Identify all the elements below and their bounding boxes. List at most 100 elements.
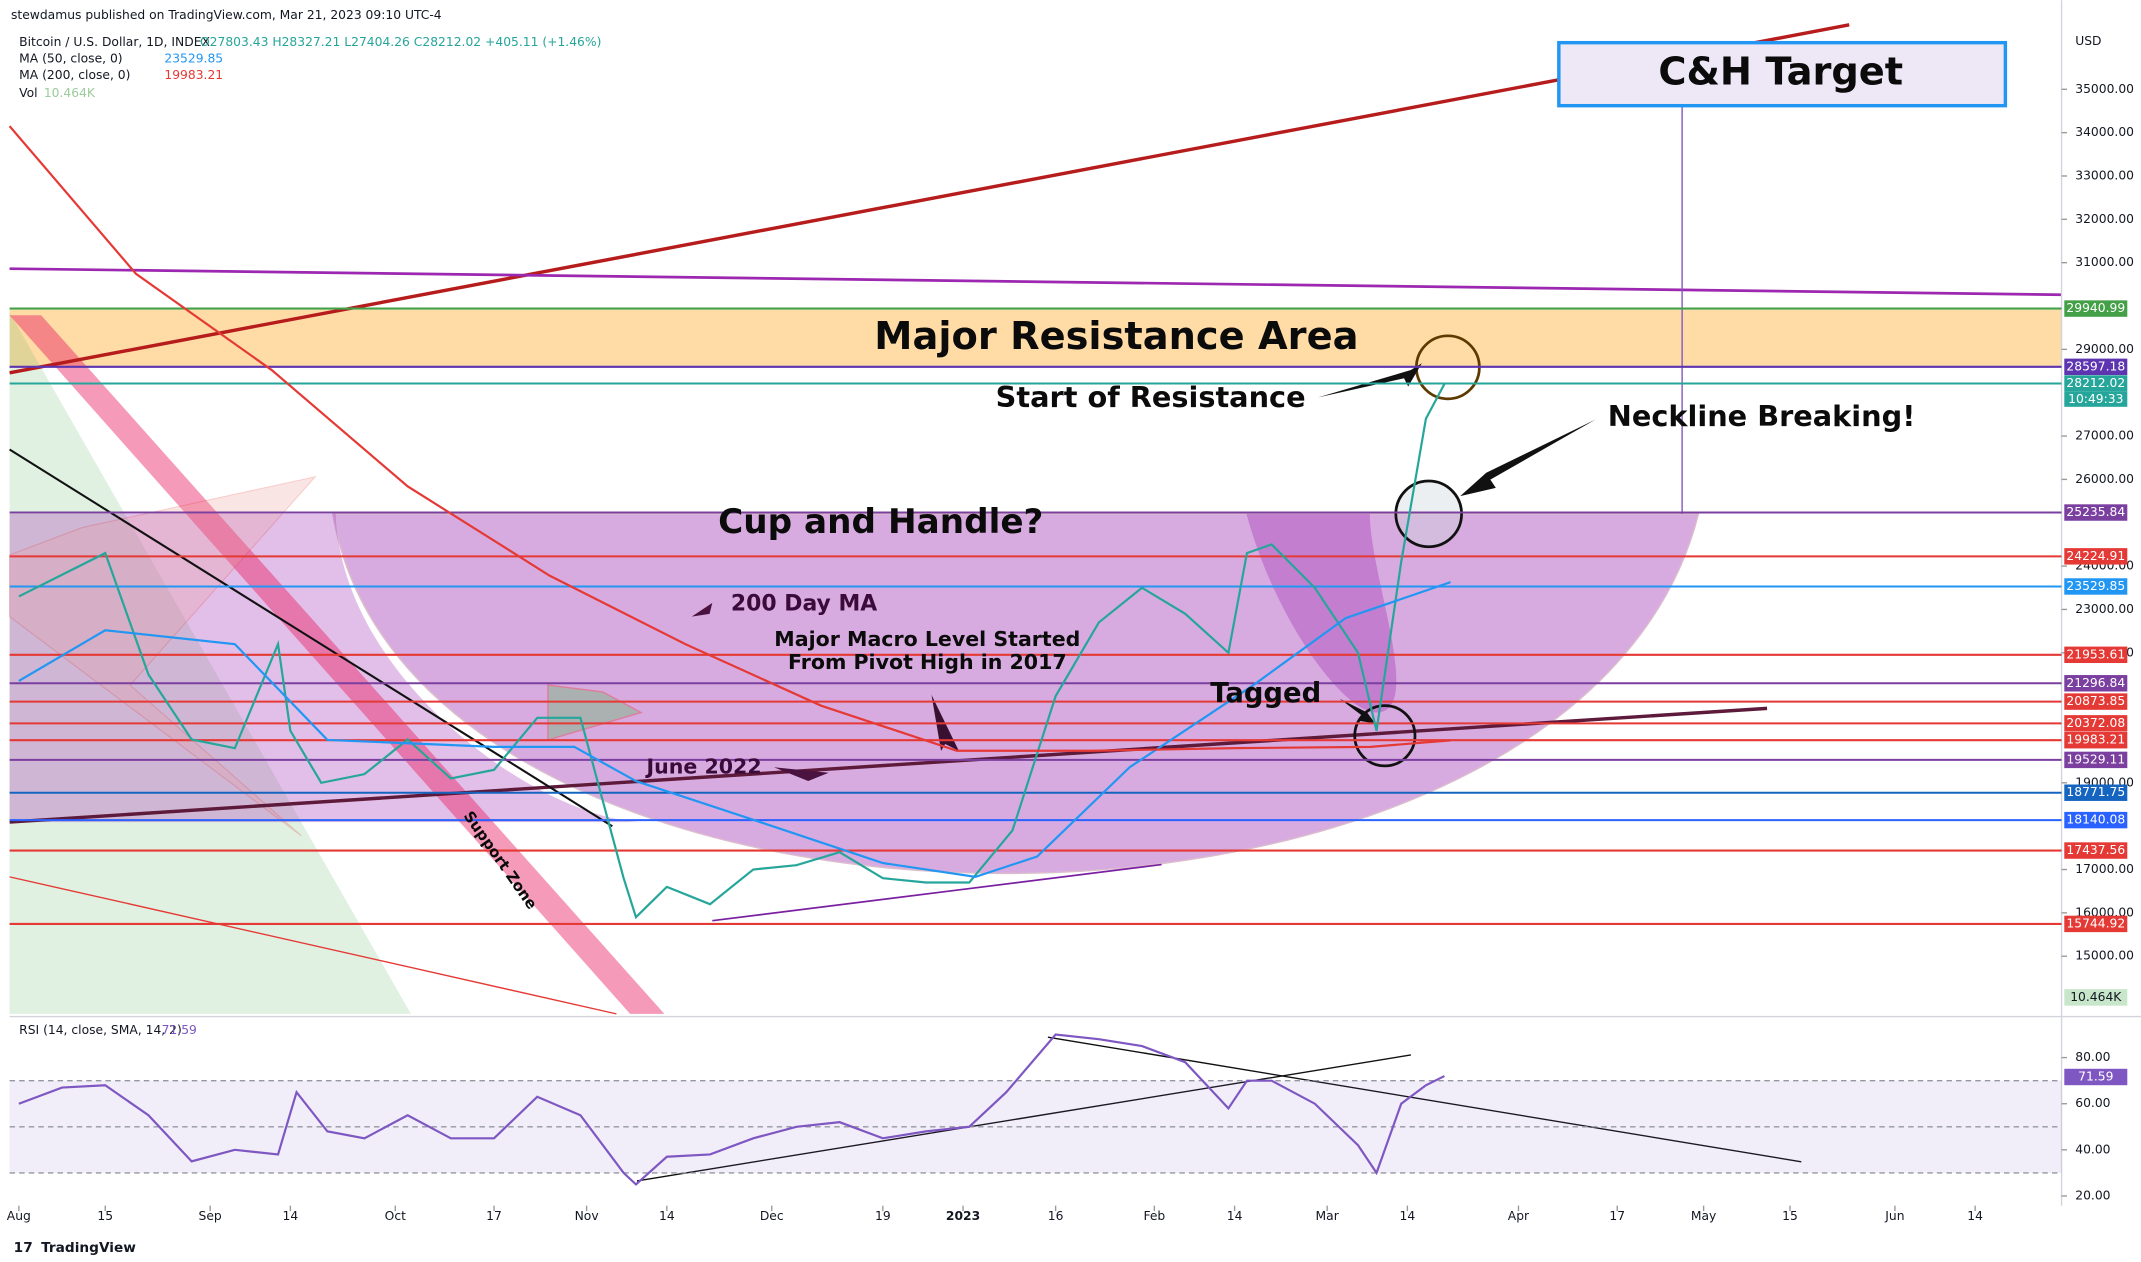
annotation: June 2022 — [645, 754, 762, 778]
vol-badge — [2064, 989, 2128, 1006]
annotation: Tagged — [1210, 678, 1321, 709]
x-tick-label: Aug — [7, 1209, 31, 1223]
x-tick-label: Sep — [199, 1209, 222, 1223]
level-label: 18771.75 — [2066, 785, 2125, 799]
level-badge — [2064, 548, 2128, 565]
level-badge — [2064, 731, 2128, 749]
arrow — [1339, 698, 1376, 724]
x-tick-label: 14 — [1967, 1209, 1983, 1223]
level-label: 29940.99 — [2066, 301, 2125, 315]
level-badge — [2064, 375, 2128, 392]
x-tick-label: 2023 — [946, 1209, 980, 1223]
annotation: Major Resistance Area — [874, 314, 1358, 359]
annotation: Major Macro Level Started — [774, 627, 1080, 651]
circle — [1353, 704, 1417, 768]
level-badge — [2064, 300, 2128, 317]
annotation: Start of Resistance — [996, 380, 1306, 414]
level-badge — [2064, 842, 2128, 859]
cup-left — [9, 513, 644, 823]
resistance-area — [9, 309, 2062, 368]
rsi-badge — [2064, 1068, 2128, 1086]
drawings — [9, 0, 2141, 1206]
x-tick-label: 15 — [1782, 1209, 1798, 1223]
symbol: Bitcoin / U.S. Dollar, 1D, INDEX — [19, 35, 210, 49]
y-tick-label: 34000.00 — [2075, 125, 2134, 139]
green-zone — [9, 312, 411, 1014]
level-label: 20873.85 — [2066, 694, 2125, 708]
level-label: 17437.56 — [2066, 843, 2125, 857]
x-tick-label: Oct — [385, 1209, 406, 1223]
level-badge — [2064, 915, 2128, 933]
arrow — [691, 602, 713, 617]
x-tick-label: 14 — [1227, 1209, 1243, 1223]
vol-badge-label: 10.464K — [2070, 990, 2122, 1004]
y-tick-label: 35000.00 — [2075, 82, 2134, 96]
legend-name: MA (200, close, 0) — [19, 68, 130, 82]
vol-label: Vol — [19, 86, 37, 100]
level-label: 15744.92 — [2066, 916, 2125, 930]
level-label: 21953.61 — [2066, 647, 2125, 661]
x-tick-label: Apr — [1508, 1209, 1530, 1223]
footer: TradingView — [41, 1240, 136, 1256]
y-tick-label: 20.00 — [2075, 1188, 2110, 1202]
level-label: 24224.91 — [2066, 549, 2125, 563]
flag — [547, 684, 643, 741]
x-tick-label: 19 — [875, 1209, 891, 1223]
legend-name: MA (50, close, 0) — [19, 52, 122, 66]
level-label: 19529.11 — [2066, 752, 2125, 766]
level-badge — [2064, 646, 2128, 664]
logo: 17 — [14, 1240, 33, 1256]
triangle — [9, 476, 317, 837]
level-label: 28597.18 — [2066, 359, 2125, 373]
line — [18, 581, 1451, 879]
handle — [1246, 513, 1397, 713]
rsi-value-badge: 71.59 — [2078, 1069, 2113, 1083]
countdown: 10:49:33 — [2068, 392, 2123, 406]
arrow — [773, 767, 829, 781]
x-tick-label: 16 — [1048, 1209, 1064, 1223]
ohlc: O27803.43 H28327.21 L27404.26 C28212.02 … — [200, 35, 601, 49]
line — [8, 125, 1451, 752]
publisher: stewdamus published on TradingView.com, … — [11, 8, 442, 22]
level-badge — [2064, 715, 2128, 732]
trend-line — [9, 267, 2062, 297]
y-tick-label: 27000.00 — [2075, 429, 2134, 443]
x-tick-label: Jun — [1884, 1209, 1904, 1223]
y-tick-label: 15000.00 — [2075, 949, 2134, 963]
y-tick-label: 31000.00 — [2075, 255, 2134, 269]
level-label: 21296.84 — [2066, 676, 2125, 690]
y-tick-label: 17000.00 — [2075, 862, 2134, 876]
trend-line — [9, 23, 1850, 375]
vol-value: 10.464K — [44, 86, 96, 100]
x-tick-label: Mar — [1316, 1209, 1340, 1223]
x-tick-label: 14 — [1400, 1209, 1416, 1223]
level-badge — [2064, 578, 2128, 595]
y-tick-label: 29000.00 — [2075, 342, 2134, 356]
annotation: Cup and Handle? — [718, 502, 1043, 542]
annotation: Neckline Breaking! — [1608, 399, 1916, 433]
x-tick-label: Nov — [575, 1209, 599, 1223]
level-badge — [2064, 693, 2128, 710]
y-tick-label: 60.00 — [2075, 1096, 2110, 1110]
annotation: From Pivot High in 2017 — [788, 650, 1067, 674]
y-tick-label: 26000.00 — [2075, 472, 2134, 486]
legend-value: 23529.85 — [164, 52, 223, 66]
trend-line — [9, 876, 617, 1015]
y-tick-label: 33000.00 — [2075, 168, 2134, 182]
level-badge — [2064, 675, 2128, 692]
trend-line — [712, 863, 1162, 922]
x-tick-label: 17 — [1609, 1209, 1625, 1223]
x-tick-label: 14 — [659, 1209, 675, 1223]
line — [18, 1033, 1445, 1186]
level-label: 28212.02 — [2066, 376, 2125, 390]
level-label: 25235.84 — [2066, 505, 2125, 519]
x-tick-label: 17 — [486, 1209, 502, 1223]
level-label: 18140.08 — [2066, 813, 2125, 827]
support-zone — [9, 315, 665, 1014]
currency: USD — [2075, 34, 2101, 48]
level-label: 19983.21 — [2066, 733, 2125, 747]
level-badge — [2064, 751, 2128, 769]
level-label: 23529.85 — [2066, 579, 2125, 593]
